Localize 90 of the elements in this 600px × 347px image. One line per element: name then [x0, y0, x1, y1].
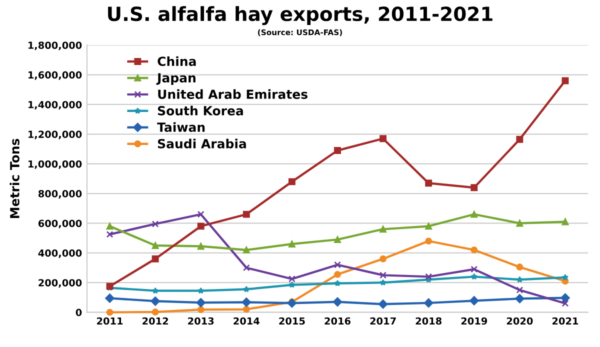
x-tick-label: 2013	[188, 317, 214, 325]
legend-label: United Arab Emirates	[158, 89, 308, 99]
point	[242, 246, 250, 254]
x-tick-label: 2012	[142, 317, 168, 325]
point	[197, 306, 204, 314]
point	[380, 279, 386, 286]
point	[470, 266, 478, 273]
point	[380, 135, 387, 142]
point	[242, 306, 250, 313]
point	[243, 286, 250, 292]
point	[470, 273, 478, 280]
y-tick-label: 0	[76, 308, 82, 316]
point	[242, 264, 250, 272]
point	[334, 261, 341, 268]
point	[242, 298, 252, 307]
legend-label: Saudi Arabia	[158, 138, 246, 148]
x-tick-label: 2015	[279, 317, 305, 325]
point	[196, 298, 206, 308]
point	[425, 273, 432, 280]
y-tick-label: 1,200,000	[28, 130, 82, 140]
point	[516, 220, 524, 227]
point	[470, 184, 478, 192]
point	[288, 178, 296, 186]
x-tick-label: 2011	[97, 317, 123, 325]
x-tick-label: 2020	[506, 317, 533, 325]
y-tick-label: 400,000	[38, 249, 82, 258]
point	[152, 287, 159, 294]
point	[516, 286, 524, 294]
point	[470, 210, 478, 218]
point	[516, 264, 524, 270]
point	[198, 287, 204, 294]
legend-label: South Korea	[158, 106, 243, 116]
point	[562, 274, 569, 280]
point	[380, 272, 387, 279]
legend-label: Japan	[156, 73, 196, 85]
y-tick-label: 1,400,000	[28, 100, 82, 110]
point	[287, 298, 297, 308]
point	[562, 218, 569, 226]
point	[425, 238, 432, 245]
point	[470, 246, 478, 254]
x-tick-label: 2017	[370, 317, 396, 325]
point	[425, 180, 432, 187]
point	[106, 308, 114, 316]
point	[562, 300, 569, 307]
point	[152, 242, 159, 249]
point	[334, 270, 341, 278]
point	[516, 276, 524, 283]
point	[152, 255, 159, 262]
point	[515, 294, 524, 304]
y-tick-label: 200,000	[38, 279, 82, 288]
point	[106, 222, 114, 230]
point	[152, 308, 159, 316]
point	[424, 298, 434, 308]
y-tick-label: 1,600,000	[28, 71, 82, 80]
point	[378, 300, 388, 309]
y-tick-label: 800,000	[38, 190, 82, 199]
chart-title: U.S. alfalfa hay exports, 2011-2021	[108, 6, 492, 26]
point	[288, 275, 296, 282]
point	[288, 240, 296, 248]
y-axis-title: Metric Tons	[10, 138, 20, 218]
y-tick-label: 1,800,000	[28, 42, 82, 50]
x-tick-label: 2014	[234, 317, 260, 325]
y-tick-label: 600,000	[38, 220, 82, 228]
point	[197, 210, 204, 218]
point	[516, 136, 524, 143]
point	[105, 294, 114, 303]
point	[334, 280, 341, 286]
point	[152, 220, 159, 228]
x-tick-label: 2016	[324, 317, 351, 325]
point	[562, 77, 569, 84]
legend-label: China	[158, 56, 196, 66]
x-tick-label: 2018	[416, 317, 442, 325]
y-tick-label: 1,000,000	[28, 160, 82, 169]
point	[380, 226, 387, 233]
point	[332, 297, 342, 307]
point	[288, 281, 296, 288]
point	[242, 210, 250, 218]
point	[334, 147, 341, 154]
x-tick-label: 2021	[552, 317, 578, 325]
point	[334, 236, 341, 244]
point	[197, 222, 204, 230]
point	[380, 255, 387, 262]
point	[106, 230, 114, 238]
point	[197, 242, 204, 250]
point	[425, 222, 432, 230]
legend-label: Taiwan	[157, 122, 205, 132]
x-tick-label: 2019	[461, 317, 488, 325]
point	[560, 293, 570, 303]
point	[150, 296, 160, 306]
point	[470, 296, 479, 306]
